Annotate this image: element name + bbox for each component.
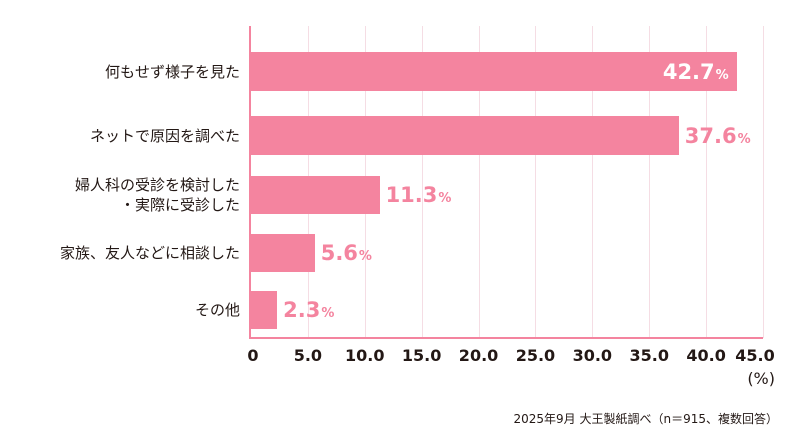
- value-label: 42.7%: [662, 59, 729, 84]
- x-tick-label: 25.0: [515, 346, 556, 365]
- x-tick-label: 30.0: [572, 346, 613, 365]
- category-label: 家族、友人などに相談した: [59, 244, 240, 262]
- gridline: [706, 26, 708, 338]
- x-tick-label: 45.0: [735, 346, 775, 365]
- x-tick-label: 40.0: [686, 346, 726, 365]
- bar: [251, 176, 380, 214]
- x-tick-label: 5.0: [293, 346, 323, 365]
- bar: [251, 234, 315, 272]
- x-axis-unit: (%): [747, 369, 775, 388]
- x-axis-line: [249, 337, 763, 339]
- y-axis-line: [249, 26, 251, 338]
- gridline: [478, 26, 480, 338]
- gridline: [592, 26, 594, 338]
- x-tick-label: 0: [247, 346, 259, 365]
- gridline: [649, 26, 651, 338]
- category-label: その他: [194, 301, 240, 319]
- value-label: 37.6%: [684, 123, 751, 148]
- source-note: 2025年9月 大王製紙調べ（n＝915、複数回答）: [513, 412, 779, 426]
- value-label: 5.6%: [320, 241, 372, 265]
- x-tick-label: 20.0: [458, 346, 499, 365]
- x-tick-label: 15.0: [401, 346, 442, 365]
- category-label: 婦人科の受診を検討した ・実際に受診した: [74, 176, 240, 214]
- gridline: [535, 26, 537, 338]
- category-label: 何もせず様子を見た: [104, 62, 240, 81]
- gridline: [421, 26, 423, 338]
- category-label: ネットで原因を調べた: [89, 126, 240, 145]
- bar: [251, 291, 278, 329]
- value-label: 11.3%: [385, 183, 452, 207]
- x-tick-label: 10.0: [345, 346, 385, 365]
- plot-area: 42.7% 37.6% 11.3% 5.6% 2.3%: [249, 26, 764, 339]
- value-label: 2.3%: [283, 298, 335, 322]
- gridline: [763, 26, 764, 338]
- bar: [251, 52, 737, 91]
- bar: [251, 116, 679, 155]
- x-tick-label: 35.0: [629, 346, 669, 365]
